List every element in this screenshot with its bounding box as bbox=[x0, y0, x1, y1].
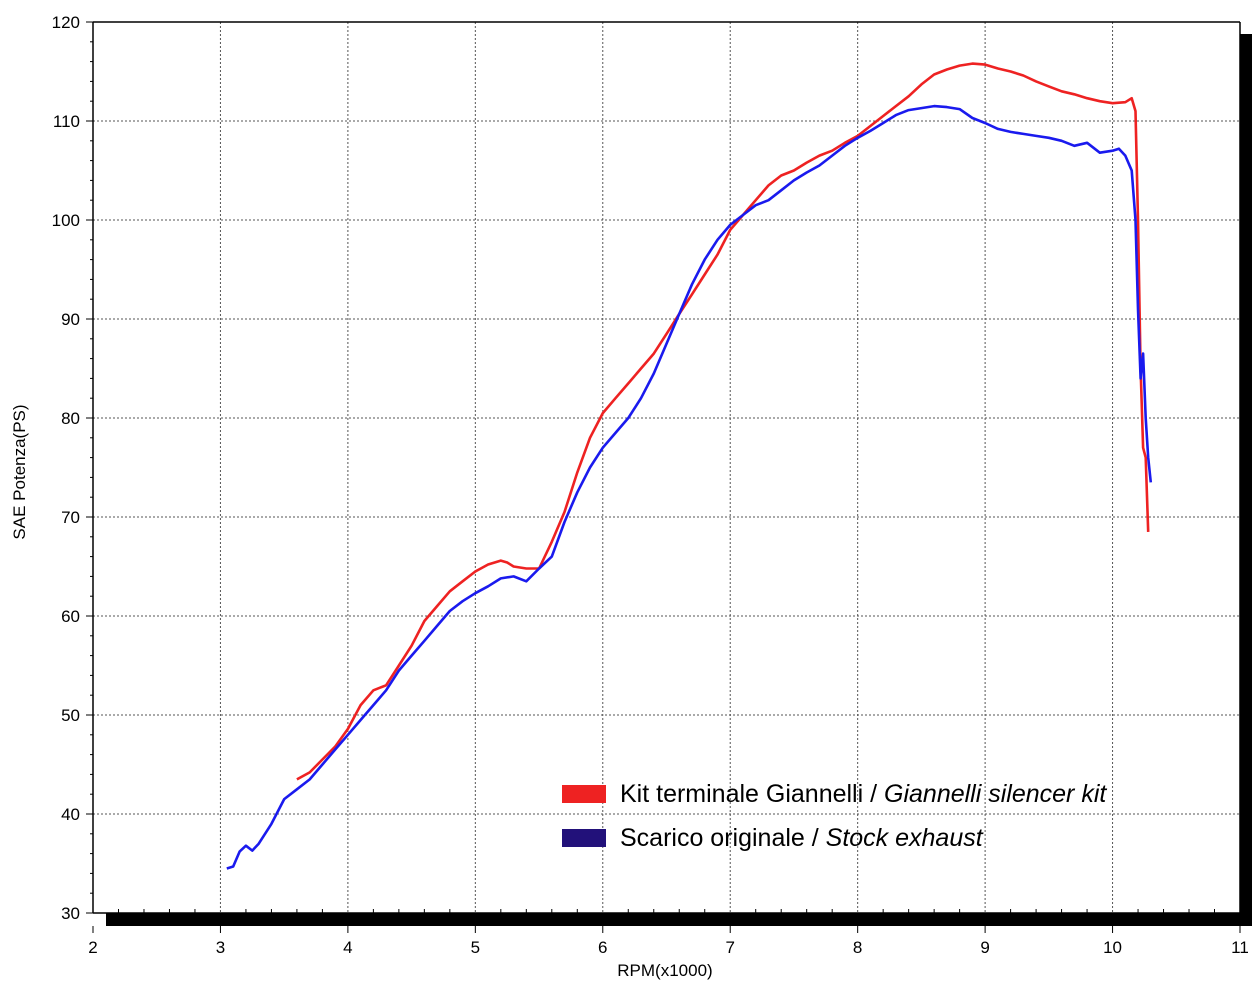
y-tick-label: 80 bbox=[61, 409, 80, 428]
y-tick-label: 50 bbox=[61, 706, 80, 725]
legend-label-stock-emph: Stock exhaust bbox=[826, 824, 984, 852]
series-layer bbox=[226, 62, 1153, 870]
frame-shadow-right bbox=[1240, 34, 1252, 926]
tick-layer: 2 3 4 5 6 7 8 9 10 11 30 40 50 60 70 80 90 100 110 120 bbox=[52, 13, 1249, 957]
x-tick-label: 5 bbox=[471, 938, 480, 957]
legend-label-stock-prefix: Scarico originale / bbox=[620, 824, 826, 852]
series-line-giannelli bbox=[296, 62, 1150, 781]
x-tick-label: 3 bbox=[216, 938, 225, 957]
x-tick-label: 6 bbox=[598, 938, 607, 957]
series-line-stock bbox=[226, 104, 1153, 870]
y-tick-label: 60 bbox=[61, 607, 80, 626]
y-tick-label: 100 bbox=[52, 211, 80, 230]
legend-label-giannelli-emph: Giannelli silencer kit bbox=[884, 780, 1107, 808]
y-axis-title: SAE Potenza(PS) bbox=[10, 404, 29, 539]
grid-layer bbox=[93, 22, 1240, 913]
y-tick-label: 70 bbox=[61, 508, 80, 527]
y-tick-label: 30 bbox=[61, 904, 80, 923]
legend-label-stock: Scarico originale / Stock exhaust bbox=[620, 824, 984, 852]
y-tick-label: 90 bbox=[61, 310, 80, 329]
legend: Kit terminale Giannelli / Giannelli sile… bbox=[562, 780, 1107, 852]
y-tick-label: 40 bbox=[61, 805, 80, 824]
legend-label-giannelli: Kit terminale Giannelli / Giannelli sile… bbox=[620, 780, 1107, 808]
y-tick-label: 110 bbox=[53, 112, 80, 131]
frame-shadow-bottom bbox=[106, 913, 1252, 926]
legend-label-giannelli-prefix: Kit terminale Giannelli / bbox=[620, 780, 884, 808]
x-tick-label: 10 bbox=[1103, 938, 1122, 957]
plot-frame bbox=[92, 21, 1252, 926]
x-tick-label: 2 bbox=[88, 938, 97, 957]
y-tick-label: 120 bbox=[52, 13, 80, 32]
x-tick-label: 8 bbox=[853, 938, 862, 957]
x-tick-label: 9 bbox=[980, 938, 989, 957]
x-tick-label: 4 bbox=[343, 938, 352, 957]
legend-swatch-giannelli bbox=[562, 785, 606, 803]
x-axis-title: RPM(x1000) bbox=[617, 961, 712, 980]
legend-swatch-stock bbox=[562, 829, 606, 847]
x-tick-label: 7 bbox=[725, 938, 734, 957]
x-tick-label: 11 bbox=[1231, 938, 1249, 957]
